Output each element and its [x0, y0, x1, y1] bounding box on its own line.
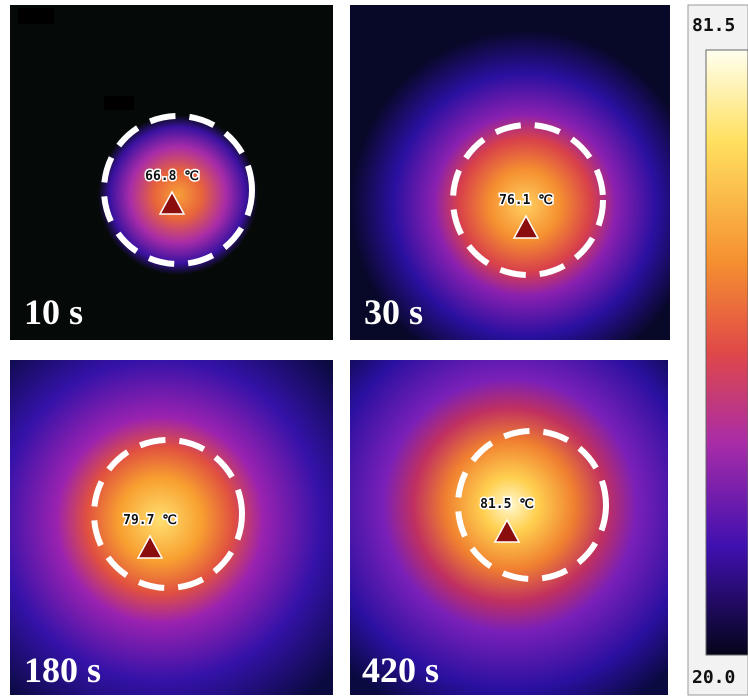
panel: 66.8 ℃ 10 s [10, 5, 333, 340]
colorbar: 81.5 20.0 [688, 5, 748, 695]
time-label: 420 s [362, 650, 439, 690]
colorbar-min: 20.0 [692, 667, 735, 688]
temperature: 76.1 ℃ [499, 193, 553, 208]
panel: 81.5 ℃ 420 s [350, 360, 668, 695]
time-label: 180 s [24, 650, 101, 690]
colorbar-gradient [706, 50, 748, 655]
temperature: 79.7 ℃ [123, 513, 177, 528]
time-label: 10 s [24, 292, 83, 332]
blank [18, 8, 54, 24]
figure: 66.8 ℃ 10 s 76.1 ℃ 30 s 79.7 ℃ 180 s 81.… [0, 0, 748, 699]
blank [104, 96, 134, 110]
heat-spot [350, 5, 670, 340]
panel: 76.1 ℃ 30 s [350, 5, 670, 340]
temperature: 66.8 ℃ [145, 169, 199, 184]
colorbar-max: 81.5 [692, 15, 735, 36]
time-label: 30 s [364, 292, 423, 332]
panel: 79.7 ℃ 180 s [10, 360, 333, 695]
temperature: 81.5 ℃ [480, 497, 534, 512]
